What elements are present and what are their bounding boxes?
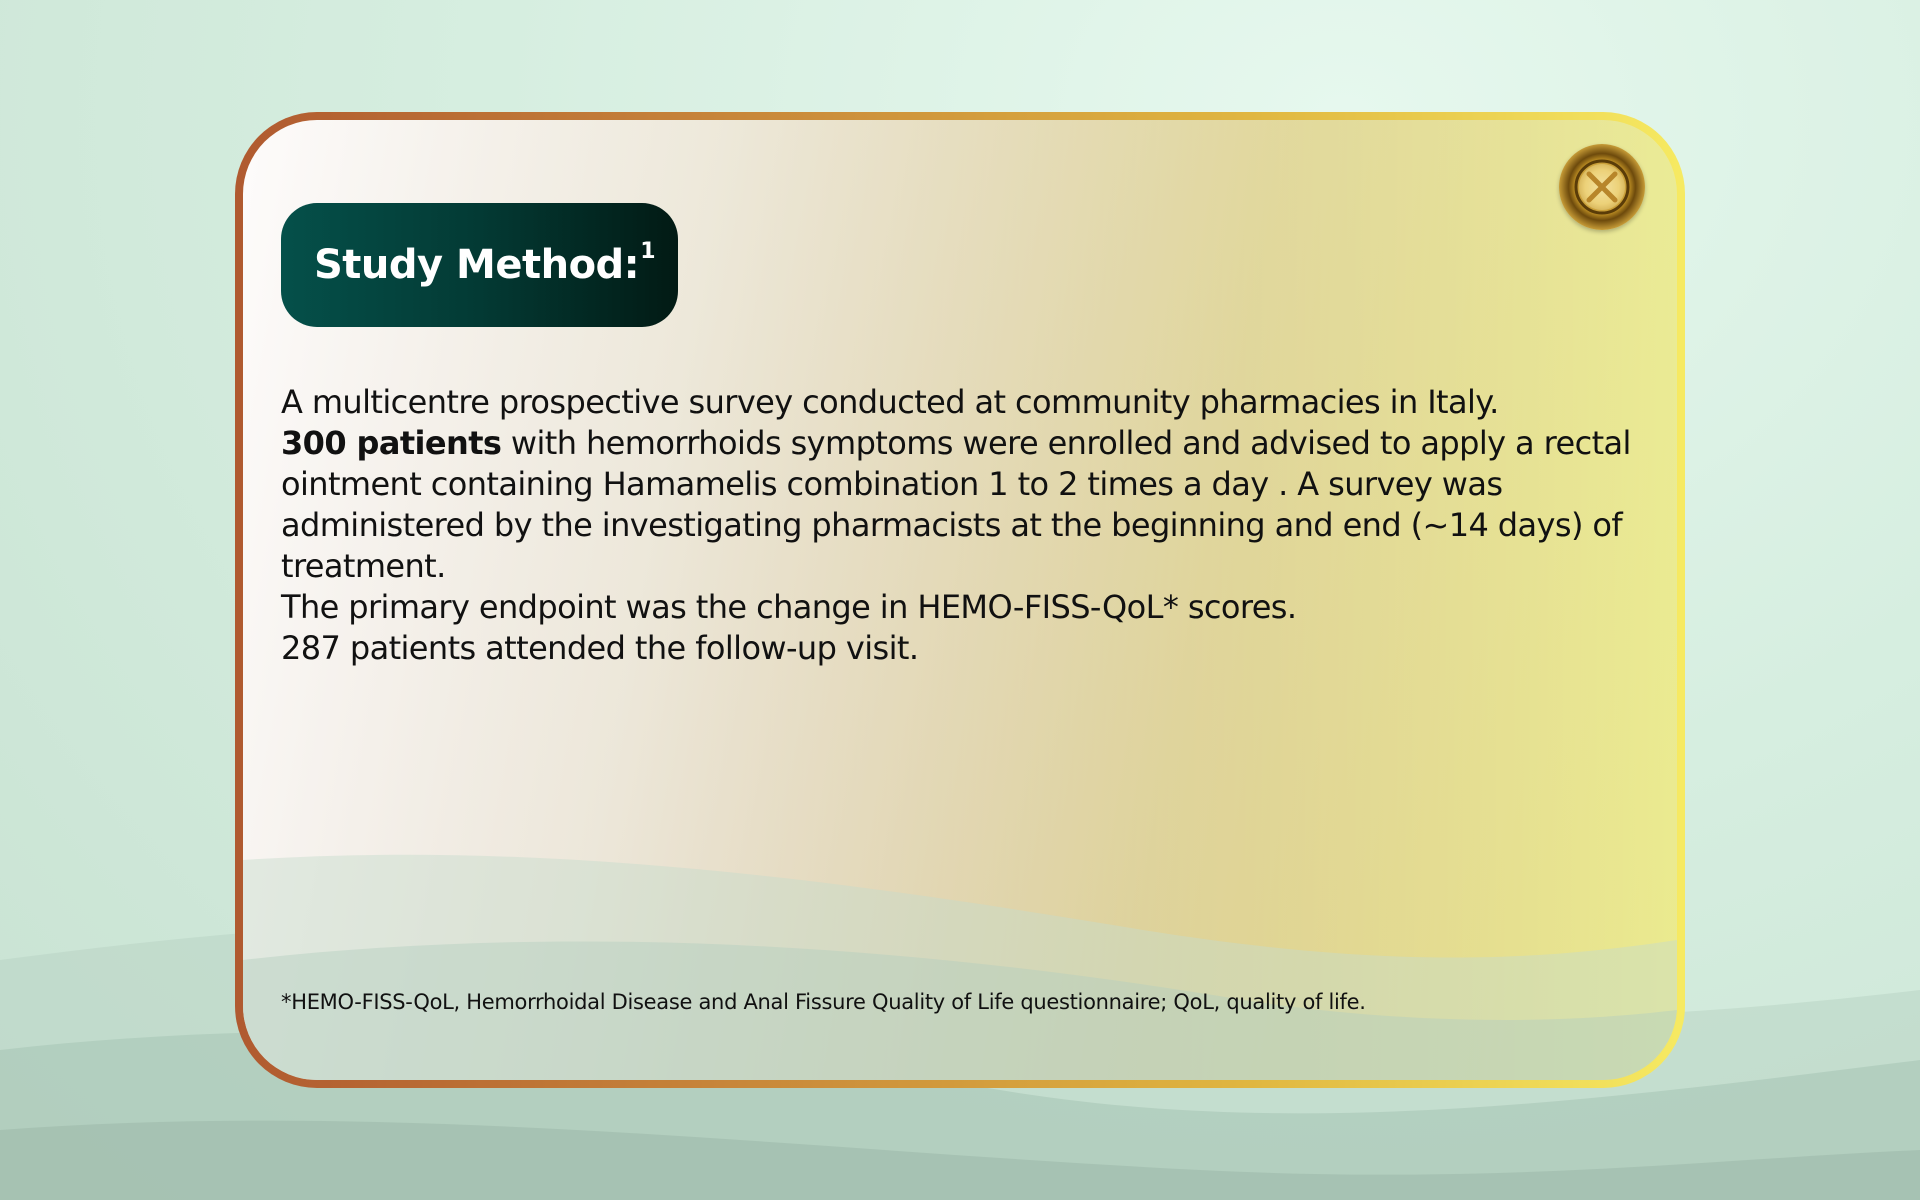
enrollment-details: with hemorrhoids symptoms were enrolled … [281,424,1631,585]
study-description: A multicentre prospective survey conduct… [281,382,1661,669]
close-icon [1574,159,1630,215]
footnote: *HEMO-FISS-QoL, Hemorrhoidal Disease and… [281,990,1366,1014]
study-method-modal: Study Method: 1 A multicentre prospective… [235,112,1685,1088]
close-button[interactable] [1559,144,1645,230]
page-title: Study Method: [314,242,640,288]
modal-content: Study Method: 1 A multicentre prospective… [243,120,1677,1080]
patients-count-bold: 300 patients [281,424,502,462]
paragraph-endpoint: The primary endpoint was the change in H… [281,588,1297,626]
title-pill: Study Method: 1 [281,203,678,327]
paragraph-enrollment: 300 patients with hemorrhoids symptoms w… [281,423,1661,587]
paragraph-follow-up: 287 patients attended the follow-up visi… [281,629,919,667]
title-reference-superscript: 1 [640,238,656,264]
modal-background-waves [243,854,1677,1080]
paragraph-survey: A multicentre prospective survey conduct… [281,383,1499,421]
